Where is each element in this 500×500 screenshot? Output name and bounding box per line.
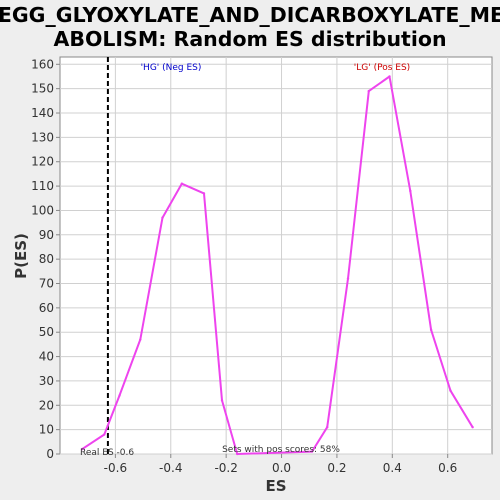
pos-es-label: 'LG' (Pos ES): [354, 63, 410, 73]
y-tick-label: 90: [39, 228, 54, 242]
y-tick-label: 70: [39, 277, 54, 291]
y-tick-label: 110: [31, 179, 54, 193]
y-tick-label: 10: [39, 423, 54, 437]
data-point: [202, 192, 206, 195]
data-point: [326, 426, 329, 429]
y-tick-label: 150: [31, 82, 54, 96]
data-point: [409, 189, 412, 193]
y-tick-label: 120: [31, 155, 54, 169]
chart-title-line-1: KEGG_GLYOXYLATE_AND_DICARBOXYLATE_MET: [0, 3, 500, 27]
y-tick-label: 30: [39, 374, 54, 388]
data-point: [118, 394, 121, 397]
data-point: [449, 389, 452, 392]
y-tick-label: 160: [31, 57, 54, 71]
data-point: [346, 277, 350, 280]
y-tick-label: 60: [39, 301, 54, 315]
y-tick-label: 50: [39, 325, 54, 339]
x-tick-label: 0.2: [327, 461, 346, 475]
pos-scores-label: Sets with pos scores: 58%: [222, 445, 340, 455]
x-tick-label: -0.4: [159, 461, 182, 475]
plot-area: [59, 56, 493, 455]
neg-es-label: 'HG' (Neg ES): [141, 63, 202, 73]
x-tick-label: 0.4: [383, 461, 402, 475]
data-point: [220, 399, 224, 402]
y-tick-label: 140: [31, 106, 54, 120]
data-point: [103, 433, 106, 436]
data-point: [80, 447, 84, 451]
data-point: [310, 450, 314, 453]
x-tick-label: 0.0: [272, 461, 291, 475]
y-tick-label: 40: [39, 350, 54, 364]
data-point: [236, 452, 239, 456]
y-tick-label: 100: [31, 203, 54, 217]
tick-layer: 0 10 20 30 40 50 60 70 80 90 100 110 120 130 140 150 160…: [31, 57, 457, 475]
data-point: [161, 216, 164, 219]
series-layer: [80, 75, 474, 456]
y-tick-label: 80: [39, 252, 54, 266]
real-es-label: Real ES -0.6: [80, 448, 134, 458]
data-point: [139, 338, 142, 341]
chart-title-line-2: ABOLISM: Random ES distribution: [53, 27, 446, 51]
grid-layer: [60, 57, 492, 455]
data-point: [367, 89, 370, 93]
es-distribution-line: [81, 75, 474, 455]
data-point: [471, 426, 474, 429]
y-tick-label: 20: [39, 398, 54, 412]
y-tick-label: 130: [31, 130, 54, 144]
x-tick-label: -0.6: [104, 461, 127, 475]
y-axis-title: P(ES): [12, 233, 30, 279]
data-point: [388, 75, 391, 78]
data-point: [429, 328, 433, 331]
x-tick-label: -0.2: [214, 461, 237, 475]
x-tick-label: 0.6: [438, 461, 457, 475]
data-point: [180, 182, 184, 185]
x-axis-title: ES: [265, 477, 286, 495]
y-tick-label: 0: [46, 447, 54, 461]
